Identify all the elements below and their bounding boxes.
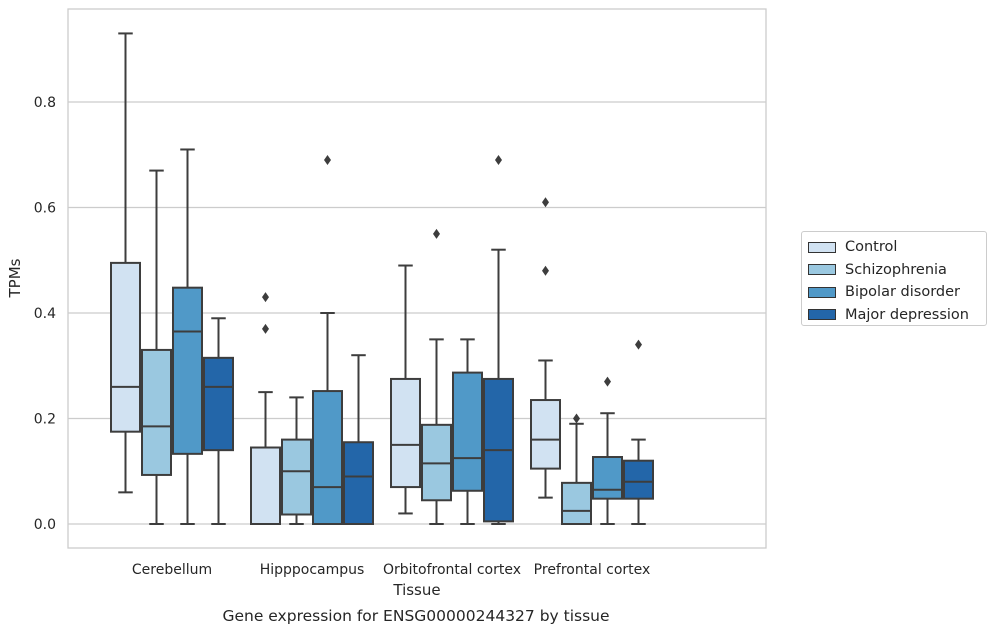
box-iqr [530, 399, 561, 470]
box [530, 197, 561, 499]
box [172, 148, 203, 525]
y-tick-label: 0.4 [34, 306, 56, 322]
box-iqr [281, 438, 312, 516]
box-groups [110, 32, 654, 526]
legend-label: Control [845, 239, 898, 256]
legend-item: Bipolar disorder [808, 281, 980, 304]
legend-label: Schizophrenia [845, 261, 947, 278]
outlier-point [262, 292, 269, 303]
outlier-point [542, 197, 549, 208]
box [483, 155, 514, 525]
box [452, 338, 483, 525]
box [343, 354, 374, 525]
box-iqr [561, 481, 592, 526]
box [110, 32, 141, 494]
outlier-point [433, 228, 440, 239]
box [281, 396, 312, 525]
legend-swatch [808, 309, 836, 321]
legend-item: Schizophrenia [808, 259, 980, 282]
y-ticks: 0.0 0.2 0.4 0.6 0.8 [34, 95, 56, 533]
box-iqr [141, 348, 172, 476]
legend-label: Major depression [845, 306, 969, 323]
box-iqr [592, 456, 623, 500]
legend: Control Schizophrenia Bipolar disorder Majo… [801, 231, 987, 326]
legend-swatch [808, 286, 836, 298]
outlier-point [324, 155, 331, 166]
box-iqr [203, 356, 234, 452]
box [141, 169, 172, 525]
box [592, 376, 623, 525]
box-iqr [110, 261, 141, 433]
box-iqr [312, 390, 343, 525]
outlier-point [542, 265, 549, 276]
box [390, 264, 421, 515]
y-tick-label: 0.0 [34, 517, 56, 533]
y-axis-label: TPMs [6, 258, 24, 298]
y-tick-label: 0.8 [34, 95, 56, 111]
chart-caption: Gene expression for ENSG00000244327 by t… [222, 607, 610, 625]
x-tick-label: Orbitofrontal cortex [383, 562, 521, 578]
outlier-point [604, 376, 611, 387]
x-ticks: Cerebellum Hipppocampus Orbitofrontal cort… [132, 562, 650, 578]
outlier-point [262, 323, 269, 334]
box [203, 317, 234, 525]
outlier-point [495, 155, 502, 166]
outlier-point [635, 339, 642, 350]
legend-label: Bipolar disorder [845, 284, 960, 301]
y-tick-label: 0.2 [34, 412, 56, 428]
legend-swatch [808, 241, 836, 253]
x-tick-label: Prefrontal cortex [534, 562, 651, 578]
box [623, 339, 654, 525]
box [312, 155, 343, 525]
legend-item: Major depression [808, 304, 980, 327]
y-tick-label: 0.6 [34, 201, 56, 217]
box-iqr [250, 446, 281, 526]
outlier-point [573, 413, 580, 424]
box-iqr [172, 286, 203, 455]
legend-swatch [808, 264, 836, 276]
box-iqr [390, 377, 421, 489]
box [421, 228, 452, 525]
x-tick-label: Hipppocampus [260, 562, 365, 578]
x-axis-label: Tissue [392, 581, 440, 599]
box-iqr [343, 441, 374, 525]
box [561, 413, 592, 526]
box-iqr [623, 459, 654, 500]
box [250, 292, 281, 526]
x-tick-label: Cerebellum [132, 562, 212, 578]
box-iqr [452, 371, 483, 492]
legend-item: Control [808, 236, 980, 259]
